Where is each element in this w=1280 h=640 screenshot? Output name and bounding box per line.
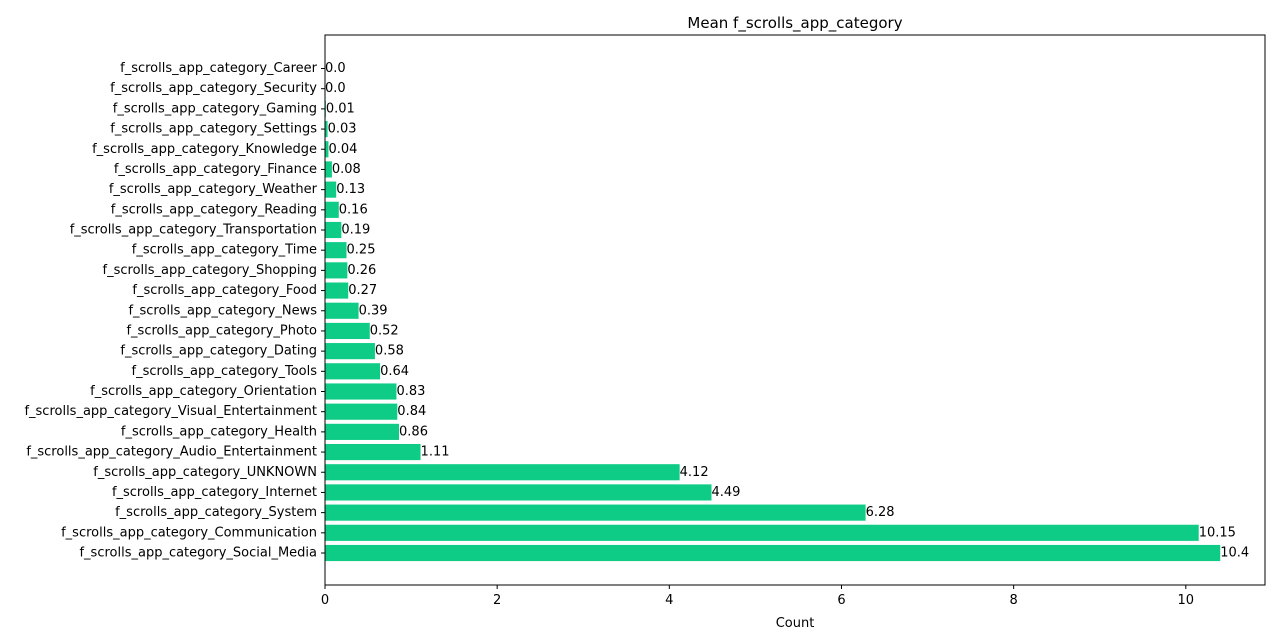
bar-value-label: 0.03 [328,122,357,137]
y-tick-label: f_scrolls_app_category_Internet [112,485,317,500]
bar [325,464,680,481]
bar-value-label: 1.11 [421,445,450,460]
bar-value-label: 6.28 [866,505,895,520]
y-tick-label: f_scrolls_app_category_Orientation [90,384,317,399]
bar-value-label: 0.83 [396,384,425,399]
y-tick-label: f_scrolls_app_category_Tools [132,364,318,379]
bar [325,201,339,218]
bar [325,221,342,239]
y-tick-label: f_scrolls_app_category_Photo [126,323,317,338]
bar-value-label: 0.0 [325,81,346,96]
value-labels-group: 0.0 0.0 0.01 0.03 0.04 0.08 0.13 0.16 0.19 0.25 0.… [325,61,1249,561]
x-tick-label: 4 [665,593,673,608]
y-tick-label: f_scrolls_app_category_Weather [109,182,318,197]
y-tick-label: f_scrolls_app_category_Visual_Entertainm… [24,404,317,419]
y-tick-label: f_scrolls_app_category_Security [110,81,317,96]
x-tick-label: 0 [321,593,329,608]
y-tick-label: f_scrolls_app_category_System [115,505,317,520]
bar [325,242,347,259]
x-tick-label: 10 [1178,593,1195,608]
y-tick-label: f_scrolls_app_category_UNKNOWN [93,465,317,480]
bar [325,403,398,420]
y-tick-label: f_scrolls_app_category_Dating [120,344,317,359]
bar [325,161,332,178]
bar [325,322,370,340]
bar-value-label: 10.4 [1220,546,1249,561]
bar-value-label: 0.25 [347,243,376,258]
bar-value-label: 4.49 [712,485,741,500]
bar [325,363,381,380]
bar-value-label: 0.13 [336,182,365,197]
x-tick-label: 2 [493,593,501,608]
x-axis: 0 2 4 6 8 10 [321,585,1194,608]
bar [325,282,349,299]
y-tick-label: f_scrolls_app_category_Health [121,424,317,439]
bar-value-label: 0.01 [326,101,355,116]
bar [325,181,337,198]
bar-value-label: 0.58 [375,344,404,359]
y-tick-label: f_scrolls_app_category_Settings [110,122,317,137]
bar-value-label: 0.86 [399,424,428,439]
bar-value-label: 4.12 [680,465,709,480]
y-tick-label: f_scrolls_app_category_Knowledge [92,142,317,157]
bar-value-label: 0.52 [370,323,399,338]
bar [325,383,397,400]
bar [325,262,348,279]
y-tick-label: f_scrolls_app_category_Social_Media [79,546,317,561]
bar [325,484,712,501]
plot-frame [324,34,1266,586]
bar [325,423,400,440]
bar-value-label: 10.15 [1199,525,1236,540]
bar-value-label: 0.64 [380,364,409,379]
x-tick-label: 6 [837,593,845,608]
bar-value-label: 0.16 [339,202,368,217]
x-axis-label: Count [776,616,815,631]
bar [325,544,1221,562]
y-tick-label: f_scrolls_app_category_News [128,303,317,318]
y-tick-label: f_scrolls_app_category_Food [132,283,317,298]
bar-value-label: 0.19 [341,223,370,238]
y-tick-label: f_scrolls_app_category_Shopping [103,263,317,278]
y-tick-label: f_scrolls_app_category_Career [120,61,318,76]
y-tick-label: f_scrolls_app_category_Communication [61,525,317,540]
bar [325,524,1199,541]
bars-group [325,100,1221,562]
bar-value-label: 0.04 [328,142,357,157]
bar-value-label: 0.26 [347,263,376,278]
bar [325,120,328,138]
bar-value-label: 0.0 [325,61,346,76]
bar-value-label: 0.84 [397,404,426,419]
y-axis: f_scrolls_app_category_Career f_scrolls_a… [24,61,325,561]
y-tick-label: f_scrolls_app_category_Gaming [113,101,317,116]
y-tick-label: f_scrolls_app_category_Reading [111,202,317,217]
y-tick-label: f_scrolls_app_category_Time [132,243,317,258]
y-tick-label: f_scrolls_app_category_Finance [114,162,317,177]
chart-title: Mean f_scrolls_app_category [687,14,902,33]
y-tick-label: f_scrolls_app_category_Transportation [70,223,317,238]
x-tick-label: 8 [1010,593,1018,608]
bar [325,343,375,360]
bar [325,302,359,319]
bar-value-label: 0.39 [359,303,388,318]
bar [325,443,421,461]
y-tick-label: f_scrolls_app_category_Audio_Entertainme… [26,445,317,460]
bar-value-label: 0.08 [332,162,361,177]
bar [325,504,866,521]
bar-value-label: 0.27 [348,283,377,298]
bar [325,141,329,158]
